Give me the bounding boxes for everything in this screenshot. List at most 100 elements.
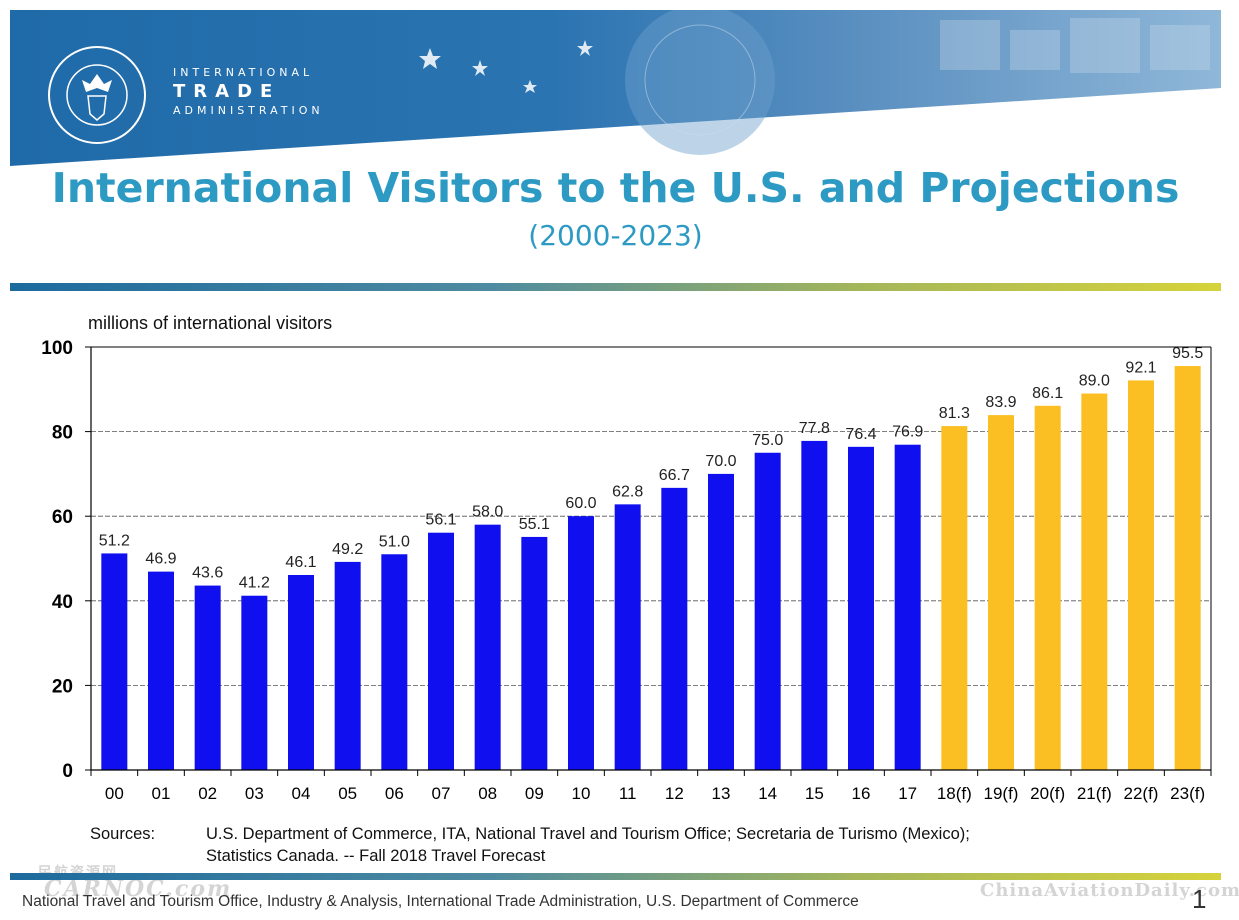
x-tick-label-09: 09 bbox=[525, 784, 544, 803]
bar-label-09: 55.1 bbox=[519, 516, 550, 533]
bar-label-02: 43.6 bbox=[192, 565, 223, 582]
bar-20(f) bbox=[1034, 405, 1061, 770]
bar-label-22(f): 92.1 bbox=[1125, 359, 1156, 376]
x-tick-label-16: 16 bbox=[852, 784, 871, 803]
bar-label-01: 46.9 bbox=[145, 551, 176, 568]
bar-06 bbox=[381, 554, 408, 770]
bar-21(f) bbox=[1081, 393, 1108, 770]
banner-background bbox=[10, 5, 1221, 166]
page-title: International Visitors to the U.S. and P… bbox=[51, 164, 1180, 212]
x-tick-label-01: 01 bbox=[152, 784, 171, 803]
bar-11 bbox=[614, 504, 641, 770]
x-tick-label-11: 11 bbox=[619, 784, 637, 803]
bar-23(f) bbox=[1174, 366, 1201, 770]
header-banner: INTERNATIONAL TRADE ADMINISTRATION bbox=[10, 5, 1221, 170]
page-subtitle: (2000-2023) bbox=[528, 219, 703, 252]
bar-label-06: 51.0 bbox=[379, 533, 410, 550]
bar-labels: 51.2 46.9 43.6 41.2 46.1 49.2 51.0 56.1 58.0 55.1… bbox=[99, 345, 1204, 592]
x-tick-label-14: 14 bbox=[758, 784, 777, 803]
page-number: 1 bbox=[1192, 884, 1207, 914]
bar-19(f) bbox=[988, 415, 1014, 770]
y-axis-ticks: 0 20 40 60 80 100 bbox=[41, 338, 91, 782]
divider-bottom bbox=[10, 873, 1221, 880]
bar-label-17: 76.9 bbox=[892, 424, 923, 441]
x-tick-label-07: 07 bbox=[432, 784, 451, 803]
x-tick-label-12: 12 bbox=[665, 784, 684, 803]
bar-label-10: 60.0 bbox=[565, 495, 596, 512]
bar-label-00: 51.2 bbox=[99, 532, 130, 549]
bars bbox=[101, 366, 1201, 770]
y-tick-label: 60 bbox=[52, 507, 73, 528]
x-tick-label-02: 02 bbox=[198, 784, 217, 803]
bar-09 bbox=[521, 536, 548, 770]
bar-15 bbox=[801, 440, 828, 770]
bar-label-13: 70.0 bbox=[705, 453, 736, 470]
x-tick-label-10: 10 bbox=[572, 784, 591, 803]
bar-label-04: 46.1 bbox=[285, 554, 316, 571]
org-line-international: INTERNATIONAL bbox=[173, 66, 314, 79]
bar-label-15: 77.8 bbox=[799, 420, 830, 437]
bar-label-12: 66.7 bbox=[659, 467, 690, 484]
bar-label-23(f): 95.5 bbox=[1172, 345, 1203, 362]
bar-label-14: 75.0 bbox=[752, 432, 783, 449]
bar-label-21(f): 89.0 bbox=[1079, 373, 1110, 390]
y-tick-label: 80 bbox=[52, 423, 73, 444]
sources-line-2: Statistics Canada. -- Fall 2018 Travel F… bbox=[206, 847, 546, 865]
bar-17 bbox=[894, 444, 921, 770]
axes bbox=[90, 346, 1212, 771]
bar-16 bbox=[848, 446, 874, 770]
y-tick-label: 100 bbox=[41, 338, 73, 359]
bar-12 bbox=[661, 487, 688, 770]
y-tick-label: 40 bbox=[52, 592, 73, 613]
x-tick-label-04: 04 bbox=[292, 784, 311, 803]
bar-label-03: 41.2 bbox=[239, 575, 270, 592]
bar-08 bbox=[474, 524, 501, 770]
bar-label-11: 62.8 bbox=[612, 483, 643, 500]
bar-10 bbox=[568, 516, 594, 770]
bar-02 bbox=[194, 585, 221, 770]
watermark-carnoc: CARNOC.com bbox=[44, 876, 233, 902]
x-tick-label-03: 03 bbox=[245, 784, 264, 803]
sources-line-1: U.S. Department of Commerce, ITA, Nation… bbox=[206, 825, 970, 843]
bar-14 bbox=[754, 452, 781, 770]
y-tick-label: 0 bbox=[62, 761, 73, 782]
org-line-administration: ADMINISTRATION bbox=[173, 104, 324, 117]
bar-04 bbox=[288, 574, 314, 770]
visitors-bar-chart: millions of international visitors 02040… bbox=[41, 313, 1212, 803]
x-tick-label-23(f): 23(f) bbox=[1170, 784, 1205, 803]
x-tick-label-13: 13 bbox=[712, 784, 731, 803]
bar-03 bbox=[241, 595, 268, 770]
bar-18(f) bbox=[941, 426, 968, 770]
x-tick-label-17: 17 bbox=[898, 784, 917, 803]
x-tick-label-18(f): 18(f) bbox=[937, 784, 972, 803]
bar-label-07: 56.1 bbox=[425, 512, 456, 529]
x-tick-label-08: 08 bbox=[478, 784, 497, 803]
x-tick-label-21(f): 21(f) bbox=[1077, 784, 1112, 803]
y-tick-label: 20 bbox=[52, 676, 73, 697]
bar-label-16: 76.4 bbox=[845, 426, 876, 443]
x-axis-ticks: 00 01 02 03 04 05 06 07 08 09 10 11 12 13 14 15 16 17 18(f… bbox=[90, 770, 1212, 803]
bar-label-20(f): 86.1 bbox=[1032, 385, 1063, 402]
sources-label: Sources: bbox=[90, 825, 156, 843]
footer-text: National Travel and Tourism Office, Indu… bbox=[22, 893, 859, 910]
x-tick-label-05: 05 bbox=[338, 784, 357, 803]
x-tick-label-22(f): 22(f) bbox=[1124, 784, 1159, 803]
x-tick-label-20(f): 20(f) bbox=[1030, 784, 1065, 803]
bar-label-18(f): 81.3 bbox=[939, 405, 970, 422]
x-tick-label-00: 00 bbox=[105, 784, 124, 803]
bar-07 bbox=[428, 532, 454, 770]
bar-22(f) bbox=[1128, 380, 1154, 770]
x-tick-label-06: 06 bbox=[385, 784, 404, 803]
watermark-chinaaviationdaily: ChinaAviationDaily.com bbox=[980, 880, 1239, 901]
bar-01 bbox=[148, 571, 174, 770]
bar-label-08: 58.0 bbox=[472, 504, 503, 521]
x-tick-label-15: 15 bbox=[805, 784, 824, 803]
y-axis-label: millions of international visitors bbox=[88, 313, 332, 333]
org-line-trade: TRADE bbox=[173, 81, 281, 102]
bar-label-05: 49.2 bbox=[332, 541, 363, 558]
bar-label-19(f): 83.9 bbox=[985, 394, 1016, 411]
bar-05 bbox=[334, 561, 361, 770]
bar-00 bbox=[101, 553, 128, 770]
divider-top bbox=[10, 283, 1221, 291]
x-tick-label-19(f): 19(f) bbox=[984, 784, 1019, 803]
